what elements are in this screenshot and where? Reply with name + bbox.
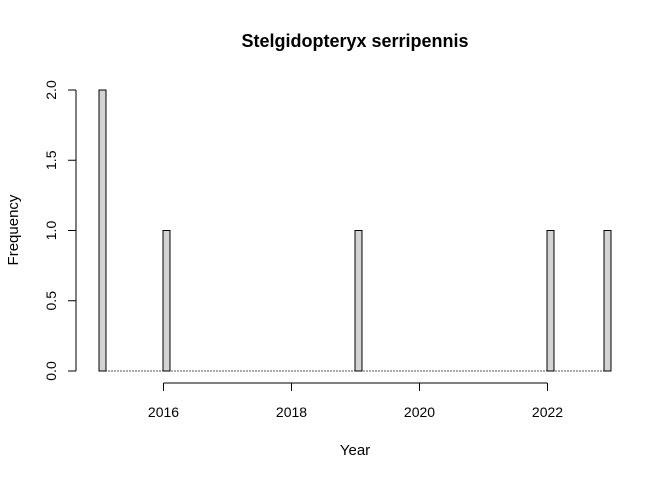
x-tick-label-2016: 2016 <box>148 404 179 420</box>
bar-2015 <box>98 89 107 372</box>
chart-title: Stelgidopteryx serripennis <box>241 31 468 51</box>
bar-2022 <box>546 230 555 372</box>
x-axis-title: Year <box>340 442 370 459</box>
y-tick-label-0: 0.0 <box>43 361 59 381</box>
x-tick-label-2018: 2018 <box>276 404 307 420</box>
y-axis-title: Frequency <box>5 194 22 265</box>
y-tick-label-4: 2.0 <box>43 80 59 100</box>
x-tick-label-2020: 2020 <box>404 404 435 420</box>
y-tick-label-1: 0.5 <box>43 291 59 311</box>
bar-2016 <box>162 230 171 372</box>
y-tick-label-2: 1.0 <box>43 221 59 241</box>
axes-group: 2016 2018 2020 2022 0.0 0.5 1.0 1.5 2.0 <box>43 80 563 420</box>
bar-2019 <box>354 230 363 372</box>
y-tick-label-3: 1.5 <box>43 150 59 170</box>
bars-group <box>98 89 612 372</box>
bar-2023 <box>603 230 612 372</box>
x-tick-label-2022: 2022 <box>532 404 563 420</box>
